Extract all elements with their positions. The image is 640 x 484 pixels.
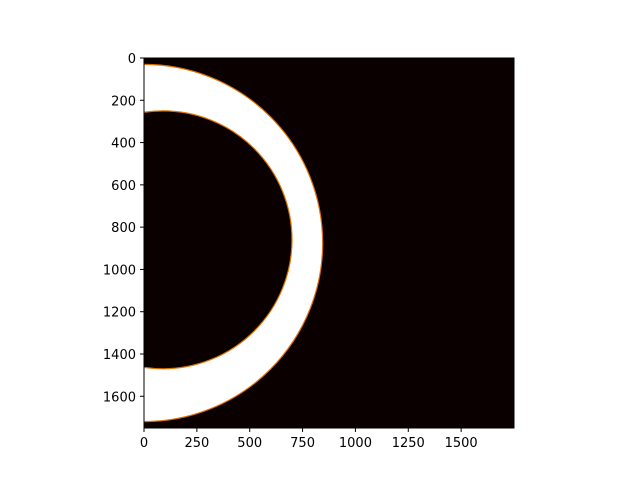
x-tick-label: 1000 xyxy=(339,436,372,451)
y-tick-label: 1600 xyxy=(103,390,136,405)
x-axis: 0 250 500 750 1000 1250 1500 xyxy=(140,428,478,451)
y-tick-label: 1200 xyxy=(103,306,136,321)
x-tick-label: 250 xyxy=(184,436,209,451)
y-tick-label: 200 xyxy=(111,94,136,109)
y-tick-label: 1400 xyxy=(103,348,136,363)
y-tick-label: 0 xyxy=(128,52,136,67)
x-tick-label: 500 xyxy=(237,436,262,451)
image-layer xyxy=(144,58,514,428)
x-tick-label: 1250 xyxy=(392,436,425,451)
inner-disc xyxy=(144,110,293,370)
axes-frame xyxy=(143,57,515,429)
x-tick-label: 0 xyxy=(140,436,148,451)
y-tick-label: 600 xyxy=(111,179,136,194)
x-tick-label: 750 xyxy=(290,436,315,451)
y-tick-label: 1000 xyxy=(103,263,136,278)
x-tick-label: 1500 xyxy=(445,436,478,451)
y-tick-label: 400 xyxy=(111,137,136,152)
y-axis: 0 200 400 600 800 1000 1200 1400 1600 xyxy=(103,52,144,405)
y-tick-label: 800 xyxy=(111,221,136,236)
